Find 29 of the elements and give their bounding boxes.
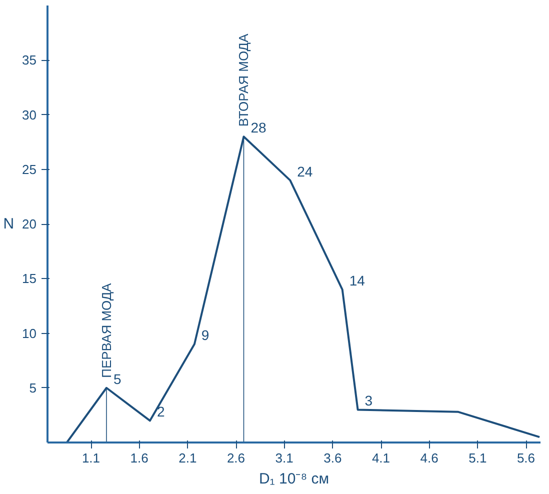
data-label: 28	[250, 120, 267, 136]
annotation: ПЕРВАЯ МОДА	[98, 282, 114, 378]
data-label: 5	[113, 370, 122, 387]
x-axis-title: D₁ 10⁻⁸ см	[258, 470, 330, 488]
line-series	[66, 136, 540, 442]
x-tick-label: 2.1	[178, 450, 197, 466]
data-label: 9	[201, 327, 210, 344]
y-tick-label: 15	[22, 271, 37, 286]
y-tick-label: 25	[22, 162, 37, 177]
y-tick-label: 10	[22, 326, 37, 341]
x-tick-label: 2.6	[226, 450, 246, 466]
x-tick-label: 4.6	[420, 450, 438, 466]
x-tick-label: 5.6	[516, 450, 536, 466]
annotation: ВТОРАЯ МОДА	[236, 33, 252, 127]
y-tick-label: 35	[22, 52, 37, 68]
y-tick-label: 5	[29, 380, 37, 396]
x-tick-label: 4.1	[372, 450, 390, 466]
data-label: 14	[349, 272, 366, 289]
data-label: 3	[364, 392, 373, 409]
x-tick-label: 1.6	[130, 450, 148, 466]
data-label: 24	[297, 163, 313, 180]
x-tick-label: 5.1	[468, 450, 487, 466]
y-tick-label: 20	[22, 216, 37, 232]
y-axis-title: N	[3, 216, 14, 232]
x-tick-label: 3.1	[275, 450, 294, 466]
x-tick-label: 3.6	[324, 450, 342, 466]
data-label: 2	[156, 404, 165, 420]
x-tick-label: 1.1	[82, 450, 100, 466]
y-tick-label: 30	[22, 107, 37, 122]
